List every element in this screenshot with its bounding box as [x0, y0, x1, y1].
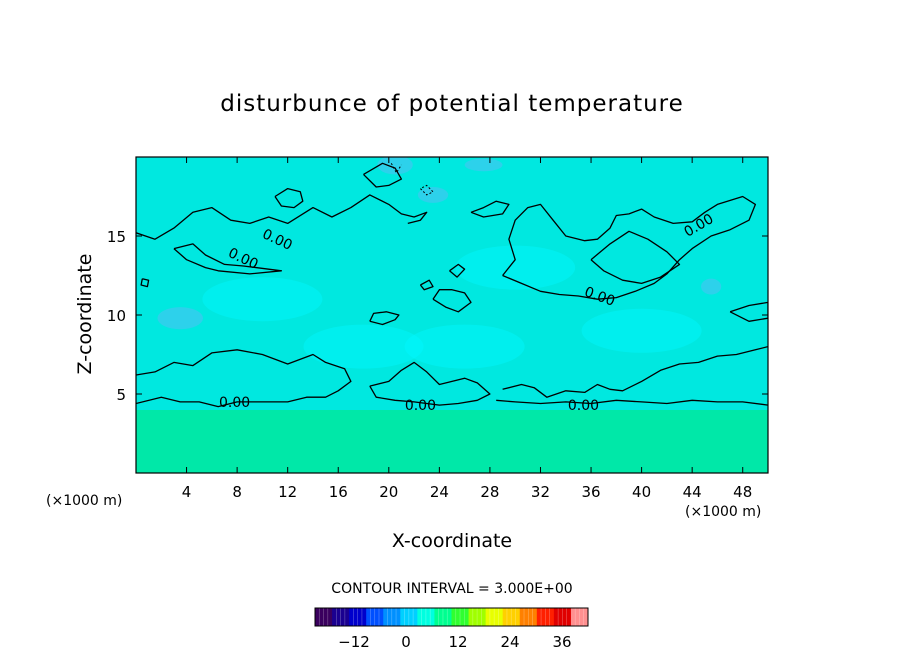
x-tick-label: 48 [733, 483, 752, 501]
y-tick-label: 15 [107, 228, 126, 246]
colorbar-tick-label: 36 [552, 633, 571, 651]
colorbar-swatch [417, 608, 435, 626]
y-tick-label: 5 [116, 386, 126, 404]
colorbar-tick-label: 0 [401, 633, 411, 651]
x-tick-label: 44 [683, 483, 702, 501]
zero-contour-line [136, 349, 352, 408]
colorbar-tick-label: −12 [338, 633, 370, 651]
field-patch [303, 324, 424, 369]
field-patch [202, 277, 323, 322]
colorbar-swatch [536, 608, 555, 626]
colorbar-swatch [434, 608, 452, 626]
zero-contour-line [590, 230, 681, 285]
colorbar-swatch [451, 608, 470, 626]
negative-contour-line [420, 184, 434, 196]
x-origin-unit-label: (×1000 m) [46, 493, 122, 509]
zero-contour-line [363, 162, 403, 188]
cool-patch [464, 158, 503, 172]
colorbar-swatch [315, 608, 333, 626]
chart-title: disturbunce of potential temperature [220, 91, 684, 117]
negative-contour-line [390, 163, 402, 174]
y-ticks: 5 10 15 [107, 228, 768, 404]
colorbar [314, 607, 589, 627]
zero-contour-line [502, 195, 757, 300]
colorbar-frame [314, 607, 589, 627]
cool-patch [157, 307, 203, 330]
colorbar-tick-label: 24 [500, 633, 519, 651]
x-tick-label: 40 [632, 483, 651, 501]
zero-contour-line [369, 311, 400, 326]
colorbar-swatch [332, 608, 350, 626]
plot-area: 0.00 0.00 0.000.000.000.000.00 4 8 12 16 20 24 2… [107, 156, 769, 501]
colorbar-swatch [485, 608, 504, 626]
zero-contour-line [449, 263, 466, 278]
y-axis-label: Z-coordinate [74, 254, 96, 375]
colorbar-tick-label: 12 [448, 633, 467, 651]
negative-contour-lines [390, 163, 434, 196]
colorbar-swatch [502, 608, 521, 626]
colorbar-swatch [383, 608, 401, 626]
colorbar-ticks: −12 0 12 24 36 [338, 633, 571, 651]
contour-label: 0.00 [568, 398, 599, 414]
x-axis-label: X-coordinate [392, 530, 512, 552]
cool-patch [417, 187, 449, 203]
zero-contour-line [502, 345, 768, 398]
field-patch [404, 324, 525, 369]
x-tick-label: 20 [379, 483, 398, 501]
x-tick-label: 16 [329, 483, 348, 501]
zero-contour-line [140, 278, 150, 288]
x-tick-label: 4 [182, 483, 192, 501]
x-tick-label: 28 [480, 483, 499, 501]
x-tick-label: 12 [278, 483, 297, 501]
x-tick-label: 8 [232, 483, 242, 501]
cool-patch [377, 157, 413, 175]
zero-contour-line [369, 361, 491, 406]
contour-label: 0.00 [219, 395, 250, 411]
colorbar-swatch [468, 608, 487, 626]
zero-contour-line [432, 289, 472, 313]
x-ticks: 4 8 12 16 20 24 28 32 36 40 44 48 [182, 157, 752, 501]
zero-contour-line [136, 194, 428, 240]
field-patch [581, 308, 702, 353]
colorbar-swatch [519, 608, 538, 626]
zero-contour-line [496, 399, 768, 406]
colorbar-swatch [400, 608, 418, 626]
x-tick-label: 24 [430, 483, 449, 501]
x-tick-label: 32 [531, 483, 550, 501]
colorbar-swatch [553, 608, 572, 626]
field-patches [157, 157, 722, 369]
cool-patch [701, 278, 722, 295]
y-tick-label: 10 [107, 307, 126, 325]
colorbar-swatch [570, 608, 589, 626]
zero-contour-line [274, 187, 304, 209]
zero-contour-line [173, 243, 283, 275]
colorbar-swatch [349, 608, 367, 626]
x-axis-unit-label: (×1000 m) [685, 504, 761, 520]
contour-label: 0.00 [405, 398, 436, 414]
colorbar-swatch [366, 608, 384, 626]
zero-contour-line [729, 301, 768, 322]
x-tick-label: 36 [581, 483, 600, 501]
zero-contour-line [470, 200, 510, 218]
field-lower-band [136, 410, 768, 473]
zero-contour-line [419, 279, 434, 291]
field-patch [455, 245, 576, 290]
contour-lines [136, 162, 768, 408]
contour-interval-text: CONTOUR INTERVAL = 3.000E+00 [331, 581, 572, 597]
